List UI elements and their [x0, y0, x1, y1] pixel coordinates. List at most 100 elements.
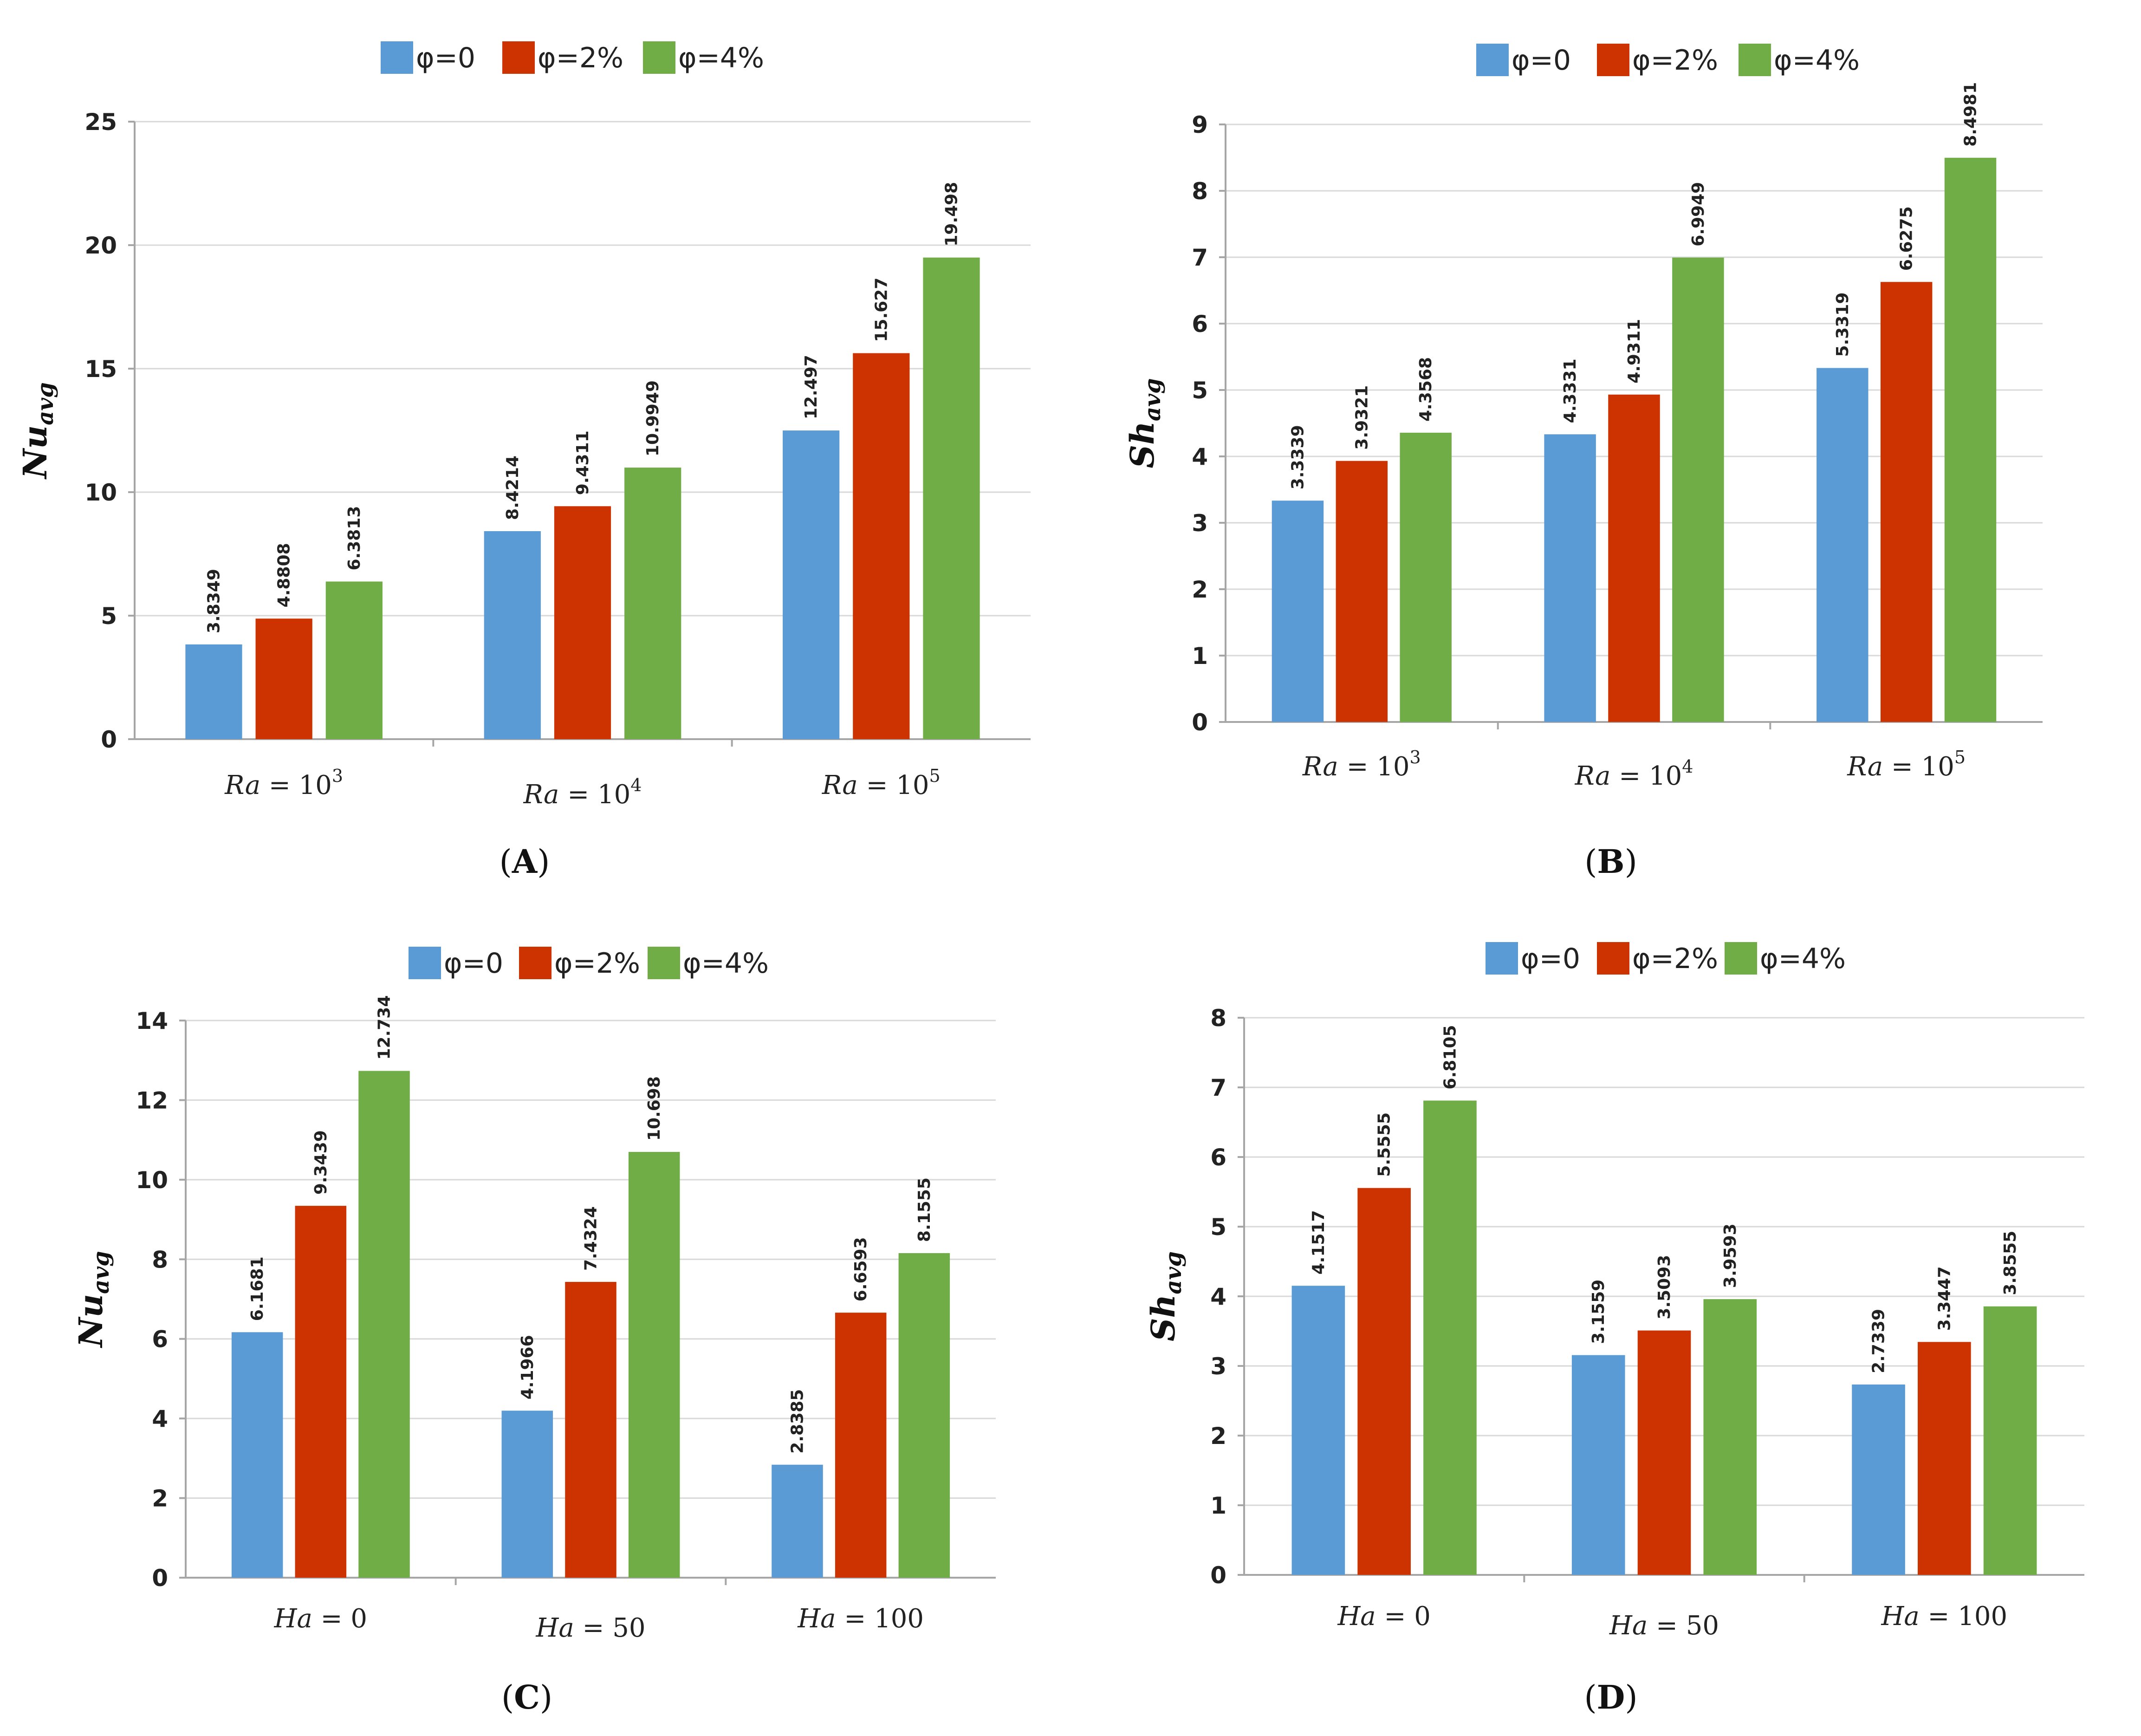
- bar-d-s1-c0: [1357, 1188, 1411, 1575]
- legend-swatch: [409, 947, 441, 979]
- data-label: 3.9321: [1352, 385, 1371, 450]
- bar-c-s0-c2: [772, 1464, 823, 1578]
- data-label: 3.1559: [1589, 1280, 1608, 1344]
- legend-swatch: [643, 41, 675, 74]
- x-category-label: Ra = 105: [822, 766, 941, 800]
- bar-d-s0-c1: [1571, 1355, 1625, 1575]
- chart-panel-a: 0 5 10 15 20 25 3.8349 8.4214 12.497 4.8808 9.4311…: [16, 41, 1031, 881]
- y-tick-label: 1: [1210, 1492, 1226, 1519]
- bar-c-s2-c2: [898, 1253, 950, 1578]
- y-tick-label: 25: [84, 109, 117, 136]
- y-tick-label: 8: [1192, 178, 1208, 205]
- bar-a-s1-c0: [255, 618, 312, 739]
- panel-label: (A): [500, 842, 550, 881]
- bar-b-s1-c2: [1880, 282, 1933, 722]
- data-label: 4.3331: [1561, 358, 1580, 423]
- bar-a-s0-c1: [484, 531, 541, 739]
- y-tick-label: 2: [1210, 1423, 1226, 1450]
- data-label: 3.9593: [1721, 1223, 1740, 1288]
- y-axis-label: Nuavg: [71, 1251, 114, 1348]
- y-tick-label: 0: [1210, 1562, 1226, 1589]
- legend-swatch: [1597, 44, 1629, 76]
- chart-panel-b: 0 1 2 3 4 5 6 7 8 9 3.3339 4.3331 5.3319 3.9321 4.9311…: [1123, 44, 2043, 881]
- x-category-label: Ra = 103: [1302, 747, 1421, 782]
- x-category-label: Ra = 104: [1575, 756, 1693, 791]
- data-label: 7.4324: [582, 1206, 601, 1271]
- bar-c-s1-c0: [295, 1206, 347, 1578]
- bar-a-s2-c1: [624, 468, 681, 739]
- data-label: 6.8105: [1440, 1025, 1460, 1090]
- data-label: 6.9949: [1689, 182, 1708, 247]
- data-label: 8.1555: [915, 1177, 934, 1242]
- y-tick-label: 3: [1192, 510, 1208, 537]
- data-label: 10.9949: [643, 380, 662, 456]
- y-tick-label: 6: [1210, 1144, 1226, 1171]
- y-tick-label: 4: [1192, 443, 1208, 470]
- y-tick-label: 2: [1192, 576, 1208, 603]
- x-category-label: Ra = 103: [224, 766, 343, 800]
- data-label: 4.3568: [1416, 357, 1435, 422]
- data-label: 6.6593: [851, 1237, 870, 1301]
- y-tick-label: 2: [152, 1485, 168, 1512]
- bar-c-s0-c1: [501, 1411, 553, 1578]
- bar-c-s0-c0: [231, 1332, 283, 1578]
- data-label: 3.8555: [2001, 1231, 2020, 1295]
- data-label: 3.5093: [1655, 1255, 1674, 1320]
- panel-label: (B): [1584, 842, 1637, 881]
- legend-label: φ=0: [416, 42, 475, 74]
- data-label: 2.8385: [788, 1389, 807, 1454]
- y-tick-label: 9: [1192, 111, 1208, 138]
- y-tick-label: 5: [1210, 1214, 1226, 1241]
- x-category-label: Ra = 105: [1847, 747, 1966, 782]
- data-label: 4.1966: [518, 1335, 537, 1399]
- legend: φ=0 φ=2% φ=4%: [409, 947, 769, 980]
- data-label: 8.4214: [503, 455, 522, 520]
- y-tick-label: 20: [84, 232, 117, 259]
- legend-swatch: [648, 947, 680, 979]
- bar-d-s2-c1: [1703, 1299, 1757, 1575]
- legend-swatch: [1725, 942, 1757, 975]
- legend-swatch: [1597, 942, 1629, 975]
- bar-c-s1-c1: [565, 1281, 616, 1578]
- bar-a-s2-c2: [923, 257, 980, 739]
- legend: φ=0 φ=2% φ=4%: [1486, 942, 1846, 975]
- bar-c-s2-c0: [358, 1071, 410, 1578]
- bar-d-s1-c2: [1918, 1342, 1971, 1575]
- data-label: 5.5555: [1375, 1112, 1394, 1177]
- data-label: 9.4311: [573, 430, 592, 495]
- data-label: 12.497: [802, 355, 821, 419]
- bar-a-s2-c0: [325, 581, 383, 739]
- data-label: 9.3439: [311, 1130, 331, 1195]
- data-label: 4.1517: [1309, 1210, 1328, 1274]
- data-label: 3.8349: [204, 569, 223, 633]
- legend-label: φ=2%: [1632, 943, 1718, 975]
- bar-b-s2-c0: [1400, 432, 1452, 722]
- y-tick-label: 0: [152, 1565, 168, 1592]
- bar-d-s1-c1: [1637, 1330, 1691, 1575]
- legend: φ=0 φ=2% φ=4%: [381, 41, 764, 74]
- y-axis-label: Shavg: [1123, 378, 1166, 468]
- data-label: 6.6275: [1897, 206, 1916, 271]
- legend-label: φ=2%: [538, 42, 623, 74]
- data-label: 2.7339: [1869, 1309, 1888, 1373]
- legend-label: φ=0: [1521, 943, 1580, 975]
- bar-b-s0-c2: [1817, 368, 1869, 722]
- panel-label: (C): [501, 1678, 552, 1716]
- y-tick-label: 8: [152, 1246, 168, 1273]
- bar-b-s2-c2: [1944, 157, 1997, 722]
- data-label: 5.3319: [1833, 293, 1852, 357]
- data-label: 3.3339: [1288, 425, 1307, 489]
- x-category-label: Ha = 100: [1881, 1601, 2008, 1632]
- x-category-label: Ha = 100: [797, 1604, 924, 1634]
- bar-a-s1-c1: [554, 506, 611, 739]
- legend-label: φ=4%: [1760, 943, 1846, 975]
- data-label: 19.498: [942, 182, 961, 247]
- y-tick-label: 4: [1210, 1283, 1226, 1310]
- y-tick-label: 7: [1192, 244, 1208, 271]
- legend-label: φ=4%: [683, 947, 769, 980]
- bar-b-s1-c0: [1336, 461, 1388, 722]
- data-label: 6.1681: [248, 1256, 267, 1321]
- y-axis-label: Nuavg: [16, 382, 58, 479]
- y-tick-label: 8: [1210, 1005, 1226, 1032]
